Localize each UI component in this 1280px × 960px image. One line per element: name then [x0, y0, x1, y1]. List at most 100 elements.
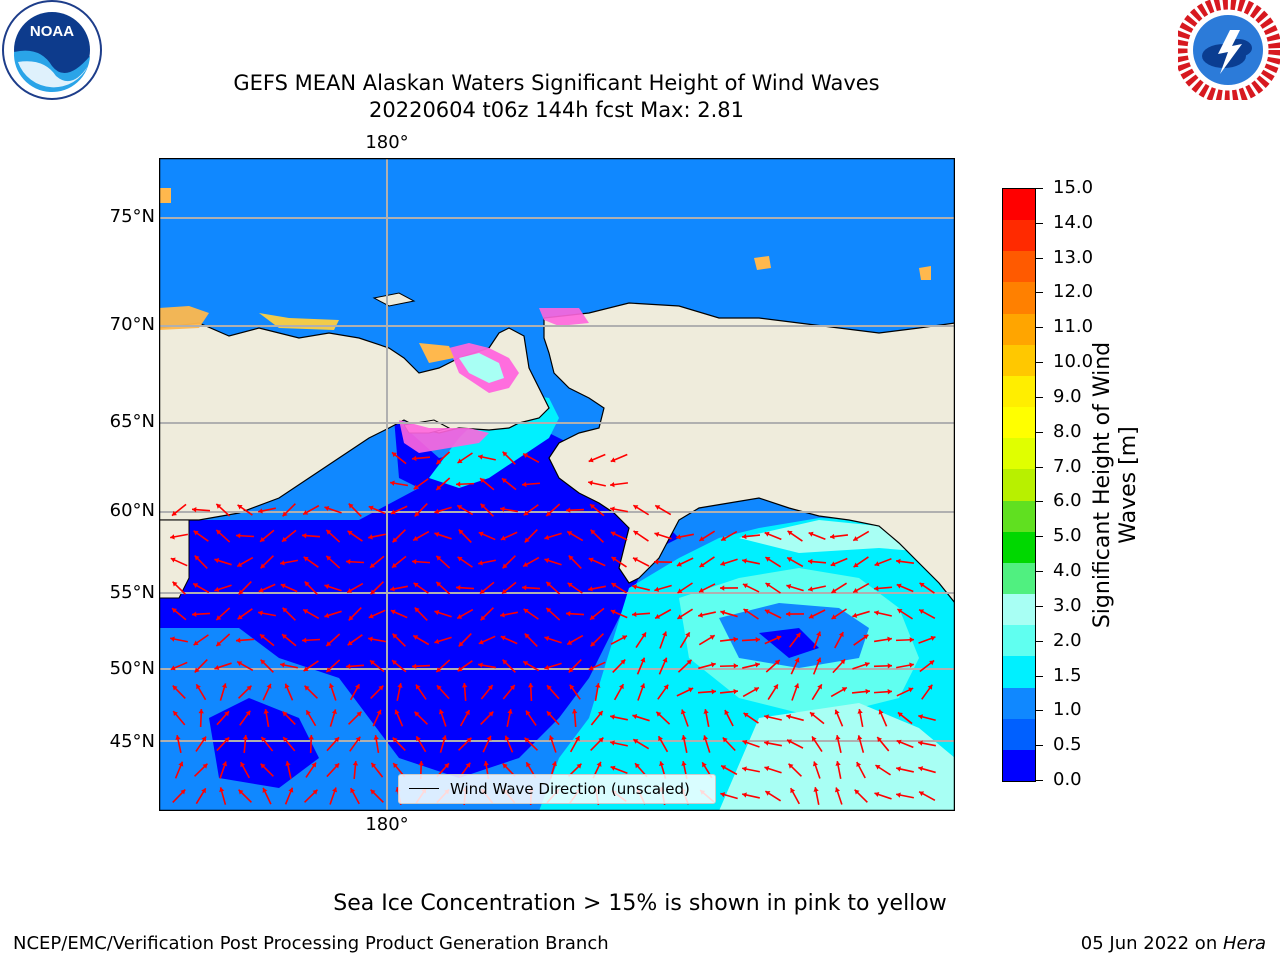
wave-direction-arrowhead [546, 511, 552, 517]
wave-direction-arrowhead [909, 662, 914, 668]
colorbar-tick-label: 8.0 [1053, 420, 1082, 442]
wave-direction-arrowhead [324, 505, 330, 512]
wave-direction-arrowhead [346, 663, 351, 670]
wave-direction-arrowhead [500, 612, 505, 618]
wave-direction-arrowhead [303, 666, 309, 672]
wave-direction-arrowhead [356, 711, 362, 717]
wave-direction-arrowhead [193, 583, 199, 588]
wave-direction-arrowhead [918, 714, 924, 720]
wave-direction-arrowhead [794, 657, 800, 663]
wave-direction-arrowhead [919, 582, 925, 588]
wave-direction-arrowhead [662, 657, 668, 663]
wave-direction-arrowhead [480, 615, 486, 621]
wave-direction-arrowhead [610, 714, 615, 720]
wave-direction-arrowhead [765, 582, 771, 588]
wave-direction-arrowhead [523, 608, 529, 614]
wave-direction-arrowhead [436, 667, 442, 673]
wave-direction-arrowhead [522, 481, 527, 488]
colorbar-swatch [1003, 625, 1035, 657]
wave-direction-arrowhead [504, 735, 510, 741]
wave-direction-arrowhead [436, 555, 442, 561]
colorbar-tick-mark [1035, 362, 1043, 364]
wave-direction-arrowhead [312, 789, 318, 795]
lat-label: 60°N [109, 500, 155, 521]
wave-direction-arrowhead [216, 615, 222, 621]
colorbar-swatch [1003, 313, 1035, 345]
colorbar-tick-mark [1035, 327, 1043, 329]
wave-direction-arrowhead [588, 586, 593, 592]
wave-direction-arrowhead [350, 788, 356, 794]
legend-label: Wind Wave Direction (unscaled) [450, 780, 690, 798]
wave-direction-arrowhead [568, 667, 574, 673]
wave-direction-arrowhead [711, 688, 716, 695]
colorbar-tick-label: 1.0 [1053, 699, 1082, 721]
wave-direction-arrowhead [809, 712, 815, 718]
sea-ice-note: Sea Ice Concentration > 15% is shown in … [333, 891, 947, 916]
wave-direction-arrowhead [865, 688, 870, 695]
wave-direction-arrowhead [795, 632, 801, 638]
wave-direction-arrowhead [502, 763, 508, 769]
wave-direction-arrowhead [918, 740, 923, 746]
wave-direction-arrowhead [457, 505, 463, 510]
wave-direction-arrowhead [369, 660, 375, 666]
wave-direction-arrowhead [896, 558, 901, 565]
wave-direction-arrowhead [834, 787, 841, 793]
wave-direction-arrowhead [480, 478, 486, 484]
colorbar-swatch [1003, 375, 1035, 408]
wave-direction-arrowhead [620, 659, 626, 665]
wave-direction-arrowhead [610, 481, 615, 488]
wave-direction-arrowhead [178, 761, 184, 767]
wave-direction-arrowhead [864, 661, 870, 668]
wave-direction-arrowhead [280, 583, 286, 589]
wave-direction-arrowhead [326, 529, 332, 535]
wave-direction-arrowhead [193, 640, 199, 646]
wave-direction-arrowhead [170, 636, 175, 642]
wave-direction-arrowhead [743, 712, 749, 718]
wave-direction-arrowhead [216, 641, 222, 647]
wave-direction-arrowhead [457, 556, 463, 562]
wave-direction-arrowhead [368, 505, 374, 511]
colorbar-swatch [1003, 438, 1035, 470]
wave-direction-arrowhead [441, 735, 447, 741]
colorbar-tick-label: 5.0 [1053, 525, 1082, 547]
wave-direction-arrowhead [742, 792, 747, 798]
wave-direction-arrowhead [632, 557, 638, 563]
wave-direction-arrowhead [808, 531, 814, 537]
colorbar-swatch [1003, 687, 1035, 719]
wave-direction-arrowhead [465, 762, 471, 768]
wave-direction-arrowhead [817, 684, 822, 690]
wave-direction-arrowhead [930, 635, 936, 641]
wave-direction-arrowhead [418, 761, 424, 766]
wave-direction-arrowhead [699, 536, 705, 541]
wave-direction-arrowhead [523, 453, 529, 459]
wave-direction-arrowhead [500, 535, 506, 541]
wave-direction-arrowhead [368, 636, 373, 642]
wave-direction-arrowhead [596, 761, 602, 767]
wave-direction-arrowhead [370, 562, 375, 568]
colorbar-tick-label: 1.5 [1053, 664, 1082, 686]
wave-direction-arrowhead [214, 664, 220, 671]
wave-direction-arrowhead [414, 607, 420, 613]
wave-direction-arrowhead [434, 508, 440, 514]
wave-direction-arrowhead [262, 787, 268, 793]
wave-direction-arrowhead [258, 587, 264, 593]
colorbar-tick-mark [1035, 466, 1043, 468]
colorbar-tick-label: 2.0 [1053, 629, 1082, 651]
lat-label: 75°N [109, 206, 155, 227]
wave-direction-arrowhead [436, 685, 442, 691]
wave-direction-arrowhead [483, 761, 489, 766]
wave-direction-arrowhead [348, 503, 354, 509]
wave-direction-arrowhead [304, 685, 310, 691]
wave-direction-arrowhead [611, 557, 617, 562]
wave-direction-arrowhead [238, 789, 244, 795]
wave-direction-arrowhead [621, 635, 627, 641]
wave-direction-arrowhead [709, 635, 715, 640]
colorbar-tick-mark [1035, 605, 1043, 607]
wave-direction-arrowhead [831, 588, 837, 593]
nws-logo [1174, 0, 1280, 104]
wave-direction-arrowhead [720, 560, 726, 566]
wave-direction-arrowhead [456, 585, 461, 591]
wave-direction-arrowhead [324, 612, 330, 618]
wave-direction-arrowhead [461, 683, 468, 688]
colorbar-tick-mark [1035, 780, 1043, 781]
